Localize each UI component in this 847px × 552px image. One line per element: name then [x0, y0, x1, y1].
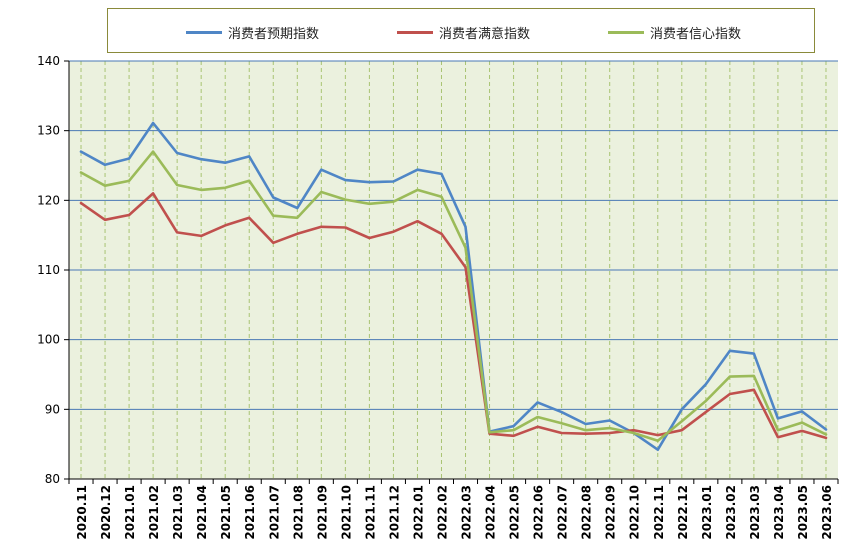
- x-tick-label: 2020.12: [99, 485, 113, 540]
- x-tick-label: 2021.09: [315, 485, 329, 540]
- x-tick-label: 2023.01: [700, 485, 714, 540]
- x-tick-label: 2022.10: [628, 485, 642, 540]
- legend-swatch-confidence: [608, 30, 644, 34]
- x-tick-label: 2022.05: [508, 485, 522, 540]
- x-tick-label: 2021.05: [219, 485, 233, 540]
- x-tick-label: 2021.03: [171, 485, 185, 540]
- x-tick-label: 2022.04: [484, 485, 498, 540]
- legend-label-confidence: 消费者信心指数: [650, 26, 742, 42]
- legend-swatch-satisfaction: [397, 30, 433, 34]
- y-tick-label: 120: [37, 193, 60, 207]
- series-line-expectation: [79, 121, 828, 452]
- x-tick-label: 2022.11: [652, 485, 666, 540]
- y-tick-label: 90: [45, 402, 60, 416]
- x-tick-label: 2023.02: [724, 485, 738, 540]
- x-tick-label: 2021.02: [147, 485, 161, 540]
- legend-label-expectation: 消费者预期指数: [228, 26, 320, 42]
- x-tick-label: 2021.10: [339, 485, 353, 540]
- y-tick-label: 100: [37, 333, 60, 347]
- chart-legend: 消费者预期指数 消费者满意指数 消费者信心指数: [107, 8, 815, 53]
- x-tick-label: 2021.11: [363, 485, 377, 540]
- series-line-satisfaction: [79, 192, 828, 440]
- y-tick-label: 110: [37, 263, 60, 277]
- x-tick-label: 2023.05: [796, 485, 810, 540]
- legend-label-satisfaction: 消费者满意指数: [439, 26, 531, 42]
- x-tick-label: 2022.09: [604, 485, 618, 540]
- x-tick-label: 2021.07: [267, 485, 281, 540]
- legend-item-confidence: 消费者信心指数: [608, 23, 742, 42]
- legend-item-expectation: 消费者预期指数: [186, 23, 320, 42]
- y-tick-label: 130: [37, 124, 60, 138]
- x-tick-label: 2022.07: [556, 485, 570, 540]
- legend-item-satisfaction: 消费者满意指数: [397, 23, 531, 42]
- x-tick-label: 2023.04: [772, 485, 786, 540]
- x-tick-label: 2021.08: [291, 485, 305, 540]
- x-tick-label: 2022.06: [532, 485, 546, 540]
- x-tick-label: 2022.08: [580, 485, 594, 540]
- x-tick-label: 2023.06: [820, 485, 834, 540]
- x-tick-label: 2021.04: [195, 485, 209, 540]
- x-tick-label: 2022.01: [411, 485, 425, 540]
- x-tick-label: 2022.12: [676, 485, 690, 540]
- x-tick-label: 2021.06: [243, 485, 257, 540]
- series-line-confidence: [79, 150, 828, 443]
- x-tick-label: 2020.11: [75, 485, 89, 540]
- legend-swatch-expectation: [186, 30, 222, 34]
- y-tick-label: 80: [45, 472, 60, 486]
- x-tick-label: 2021.12: [387, 485, 401, 540]
- x-tick-label: 2022.03: [460, 485, 474, 540]
- x-tick-label: 2022.02: [435, 485, 449, 540]
- x-tick-label: 2021.01: [123, 485, 137, 540]
- y-tick-label: 140: [37, 54, 60, 68]
- x-tick-label: 2023.03: [748, 485, 762, 540]
